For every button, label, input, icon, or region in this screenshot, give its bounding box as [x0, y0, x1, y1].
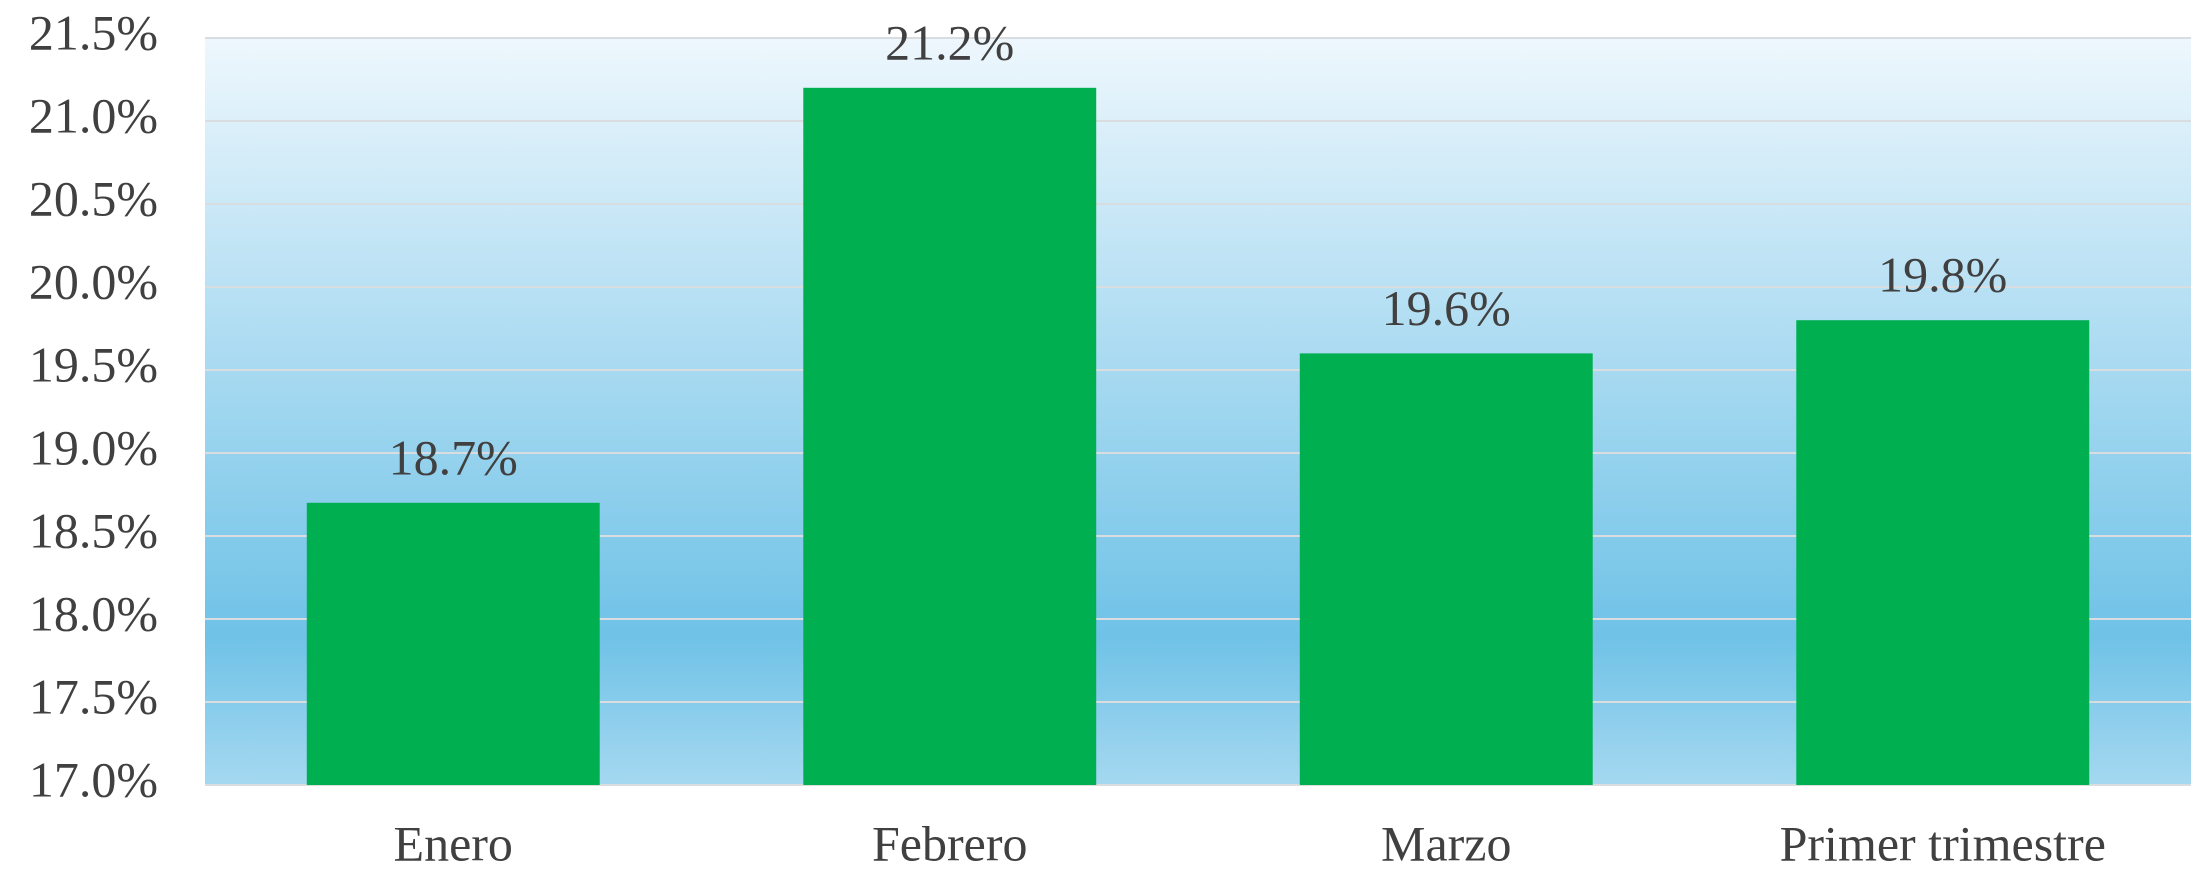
- bar: [803, 87, 1097, 786]
- y-tick-label: 18.0%: [29, 585, 158, 641]
- bar: [1299, 353, 1593, 785]
- y-tick-label: 20.5%: [29, 170, 158, 226]
- data-label: 21.2%: [885, 14, 1014, 70]
- y-tick-label: 21.5%: [29, 4, 158, 60]
- y-tick-label: 20.0%: [29, 253, 158, 309]
- x-tick-label: Primer trimestre: [1780, 815, 2106, 871]
- x-tick-label: Enero: [394, 815, 513, 871]
- y-tick-label: 19.5%: [29, 336, 158, 392]
- y-tick-label: 17.5%: [29, 668, 158, 724]
- data-label: 18.7%: [389, 429, 518, 485]
- y-tick-label: 18.5%: [29, 502, 158, 558]
- y-tick-label: 19.0%: [29, 419, 158, 475]
- data-label: 19.6%: [1382, 280, 1511, 336]
- bar: [1796, 320, 2090, 785]
- x-tick-label: Febrero: [872, 815, 1028, 871]
- x-tick-label: Marzo: [1381, 815, 1512, 871]
- bar: [306, 502, 600, 785]
- y-tick-label: 21.0%: [29, 87, 158, 143]
- y-tick-label: 17.0%: [29, 751, 158, 807]
- data-label: 19.8%: [1878, 247, 2007, 303]
